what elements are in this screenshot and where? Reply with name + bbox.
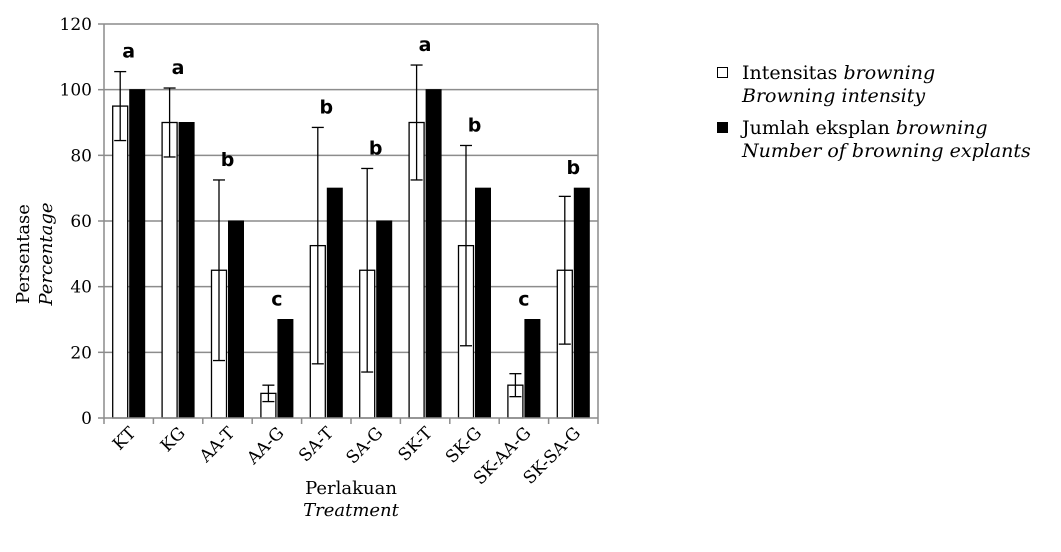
x-tick-label: SK-T [394, 423, 437, 466]
y-tick-label: 40 [70, 278, 92, 298]
legend-item1-prefix: Intensitas [742, 62, 844, 84]
bar-explants [376, 220, 393, 419]
x-axis-title: Perlakuan [305, 478, 397, 499]
bars [112, 64, 590, 419]
y-axis-title-en: Percentage [36, 202, 57, 306]
x-tick-label: KT [109, 423, 141, 455]
significance-label: a [419, 34, 432, 56]
y-tick-label: 120 [60, 15, 92, 35]
significance-label: c [518, 289, 529, 311]
legend-item1-line2: Browning intensity [742, 85, 926, 107]
x-tick-label: SK-G [442, 423, 486, 467]
significance-label: b [369, 137, 383, 159]
bar-explants [228, 220, 244, 419]
bar-explants [326, 187, 343, 419]
y-tick-label: 0 [81, 409, 92, 429]
legend-item1-italic: browning [843, 62, 936, 84]
x-tick-label: SA-G [343, 423, 388, 468]
legend: Intensitas browning Browning intensity J… [714, 62, 1031, 172]
bar-explants [178, 122, 195, 419]
y-tick-label: 20 [70, 343, 92, 363]
significance-label: c [271, 289, 282, 311]
significance-label: b [319, 96, 333, 118]
bar-intensity [161, 121, 178, 419]
x-tick-label: AA-T [195, 423, 239, 467]
y-axis-title: Persentase [13, 204, 34, 304]
x-tick-label: SA-T [295, 423, 338, 466]
significance-label: a [172, 57, 185, 79]
x-axis-title-en: Treatment [303, 500, 400, 521]
legend-item-intensity: Intensitas browning Browning intensity [714, 62, 1031, 108]
bar-explants [573, 187, 590, 419]
significance-label: b [221, 149, 235, 171]
y-tick-label: 80 [70, 146, 92, 166]
bar-intensity [112, 105, 129, 419]
legend-item-explants: Jumlah eksplan browning Number of browni… [714, 117, 1031, 163]
significance-label: b [468, 114, 482, 136]
legend-item2-italic: browning [895, 117, 988, 139]
legend-swatch-filled [717, 122, 728, 133]
bar-explants [129, 89, 146, 419]
x-tick-label: AA-G [243, 423, 289, 469]
bar-explants [277, 319, 294, 419]
legend-item2-prefix: Jumlah eksplan [742, 117, 896, 139]
bar-explants [524, 319, 541, 419]
legend-item2-line2: Number of browning explants [742, 140, 1031, 162]
y-tick-label: 60 [70, 212, 92, 232]
significance-label: b [566, 157, 580, 179]
legend-swatch-open [717, 67, 728, 78]
significance-label: a [122, 41, 135, 63]
y-tick-label: 100 [60, 81, 92, 101]
axes [98, 23, 599, 424]
x-tick-label: KG [157, 423, 190, 456]
bar-explants [475, 187, 491, 419]
bar-explants [425, 89, 442, 419]
